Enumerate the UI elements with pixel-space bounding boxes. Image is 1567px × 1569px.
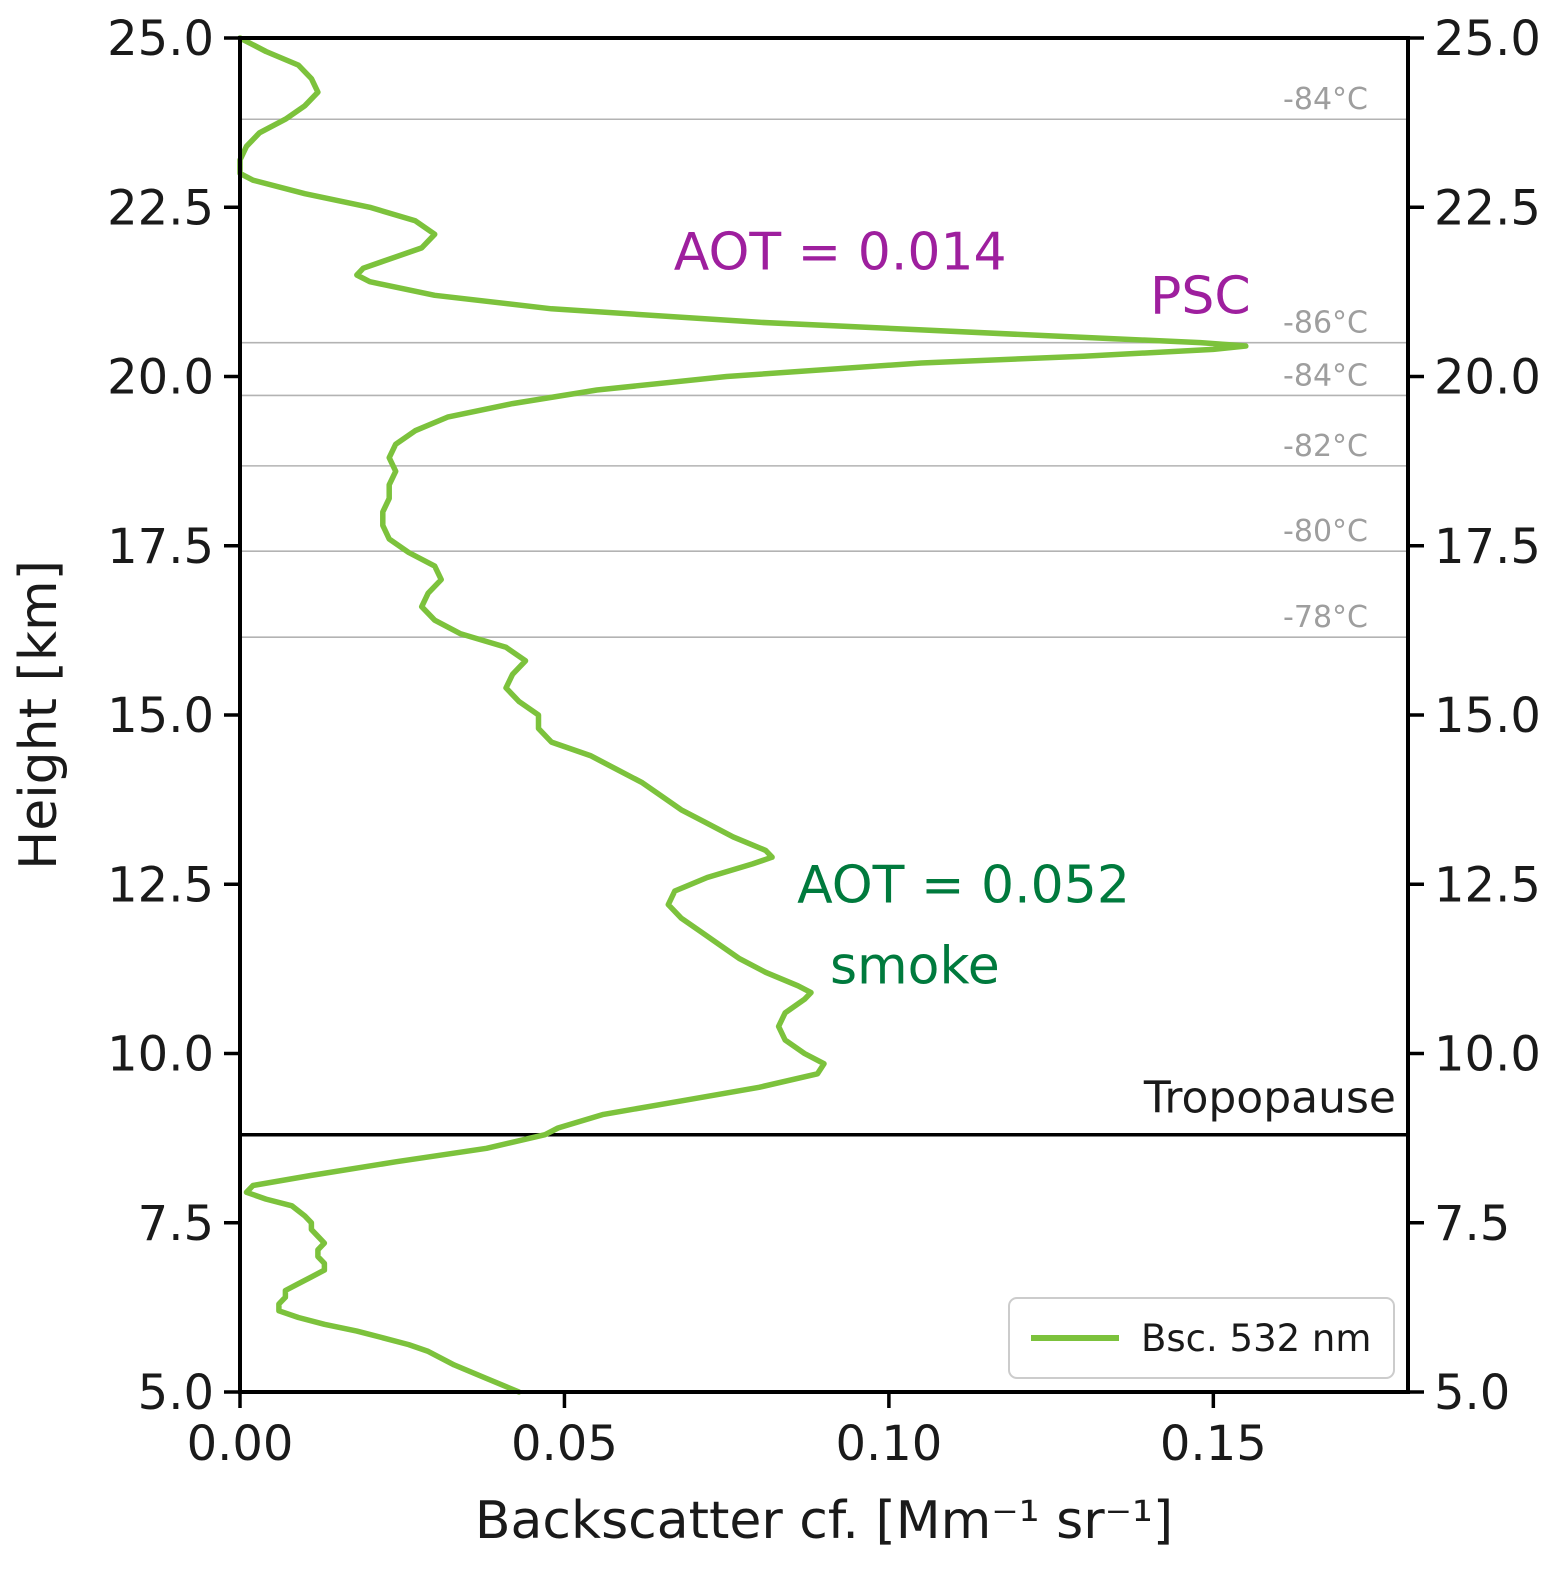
tropopause-label: Tropopause [1143,1073,1396,1124]
isotherm-label: -86°C [1283,306,1368,341]
y-tick-label-right: 12.5 [1434,857,1541,913]
y-tick-label-left: 20.0 [107,350,214,406]
y-tick-label-left: 22.5 [107,180,214,236]
chart-generated-layer: -84°C -86°C -84°C -82°C -80°C -78°C Tropopause… [107,11,1541,1472]
x-tick-label: 0.15 [1160,1416,1267,1472]
profile-curve [237,35,1249,1395]
isotherm-label: -84°C [1283,358,1368,393]
isotherm-label: -80°C [1283,514,1368,549]
x-axis-label: Backscatter cf. [Mm⁻¹ sr⁻¹] [475,1491,1173,1551]
y-tick-label-right: 17.5 [1434,519,1541,575]
annotation-text: AOT = 0.052 [797,855,1130,915]
y-tick-label-right: 25.0 [1434,11,1541,67]
y-tick-label-left: 5.0 [138,1365,214,1421]
isotherm-label: -82°C [1283,429,1368,464]
y-axis-label: Height [km] [9,560,69,870]
annotation-text: AOT = 0.014 [674,222,1007,282]
legend-label: Bsc. 532 nm [1141,1317,1371,1360]
y-tick-label-left: 15.0 [107,688,214,744]
y-tick-label-left: 10.0 [107,1027,214,1083]
y-tick-label-left: 7.5 [138,1196,214,1252]
y-tick-label-left: 12.5 [107,857,214,913]
y-tick-label-right: 7.5 [1434,1196,1510,1252]
x-tick-label: 0.10 [835,1416,942,1472]
y-tick-label-right: 22.5 [1434,180,1541,236]
x-tick-label: 0.00 [187,1416,294,1472]
y-tick-label-left: 25.0 [107,11,214,67]
legend-box [1008,1297,1395,1379]
isotherm-label: -84°C [1283,82,1368,117]
annotation-text: PSC [1150,266,1251,326]
x-tick-label: 0.05 [511,1416,618,1472]
y-tick-label-right: 20.0 [1434,350,1541,406]
y-tick-label-right: 10.0 [1434,1027,1541,1083]
y-tick-label-left: 17.5 [107,519,214,575]
isotherm-label: -78°C [1283,600,1368,635]
y-tick-label-right: 5.0 [1434,1365,1510,1421]
annotation-text: smoke [830,937,1000,997]
y-tick-label-right: 15.0 [1434,688,1541,744]
